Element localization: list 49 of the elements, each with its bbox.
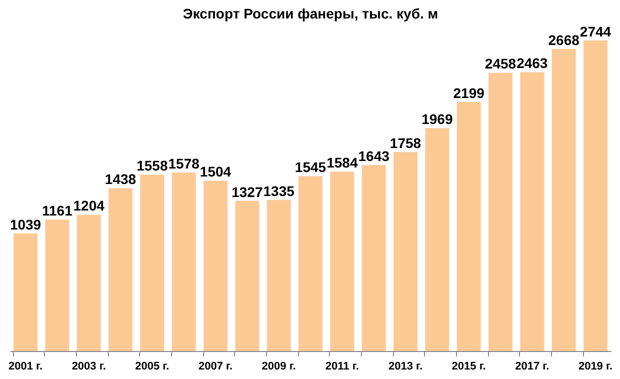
x-tick-label: 2003 г. bbox=[72, 360, 106, 372]
bar bbox=[76, 214, 101, 351]
data-label: 2458 bbox=[484, 56, 516, 72]
data-label: 1438 bbox=[104, 171, 136, 188]
bar bbox=[266, 200, 291, 351]
bar bbox=[393, 152, 418, 351]
bar bbox=[362, 164, 386, 351]
bar bbox=[45, 220, 70, 351]
data-label: 1758 bbox=[390, 134, 422, 151]
bar bbox=[425, 128, 450, 351]
data-label: 1643 bbox=[358, 148, 390, 164]
data-label: 2463 bbox=[516, 55, 548, 72]
data-label: 1545 bbox=[294, 159, 326, 176]
bar bbox=[583, 40, 608, 351]
data-label: 2199 bbox=[453, 85, 485, 102]
bar bbox=[108, 188, 133, 351]
data-label: 1161 bbox=[42, 202, 73, 219]
x-tick-label: 2011 г. bbox=[325, 360, 359, 372]
chart-title: Экспорт России фанеры, тыс. куб. м bbox=[182, 5, 438, 22]
data-label: 2744 bbox=[580, 23, 612, 40]
x-tick-label: 2015 г. bbox=[452, 360, 486, 372]
data-label: 1578 bbox=[168, 155, 200, 172]
data-label: 1504 bbox=[200, 164, 232, 180]
data-label: 1969 bbox=[422, 111, 453, 128]
bar bbox=[552, 48, 576, 351]
bar bbox=[520, 72, 544, 351]
x-tick-label: 2019 г. bbox=[578, 360, 613, 372]
x-tick-label: 2013 г. bbox=[388, 360, 423, 372]
data-label: 1204 bbox=[73, 198, 105, 214]
bar bbox=[14, 233, 38, 351]
data-label: 1558 bbox=[136, 158, 168, 174]
bar bbox=[172, 172, 196, 351]
x-tick-label: 2007 г. bbox=[198, 360, 233, 372]
data-label: 1584 bbox=[326, 154, 358, 171]
bar bbox=[235, 200, 260, 351]
data-label: 2668 bbox=[548, 32, 580, 48]
bar bbox=[456, 102, 481, 351]
x-tick-label: 2005 г. bbox=[135, 360, 170, 372]
data-label: 1039 bbox=[10, 216, 42, 232]
x-tick-label: 2001 г. bbox=[8, 360, 43, 372]
x-tick-label: 2009 г. bbox=[262, 360, 296, 372]
data-label: 1327 bbox=[232, 184, 263, 200]
bar bbox=[298, 176, 322, 351]
bar bbox=[140, 174, 164, 351]
bar bbox=[204, 180, 228, 351]
bar bbox=[488, 72, 512, 351]
bar bbox=[330, 172, 354, 351]
x-tick-label: 2017 г. bbox=[515, 360, 550, 372]
data-label: 1335 bbox=[263, 182, 295, 199]
